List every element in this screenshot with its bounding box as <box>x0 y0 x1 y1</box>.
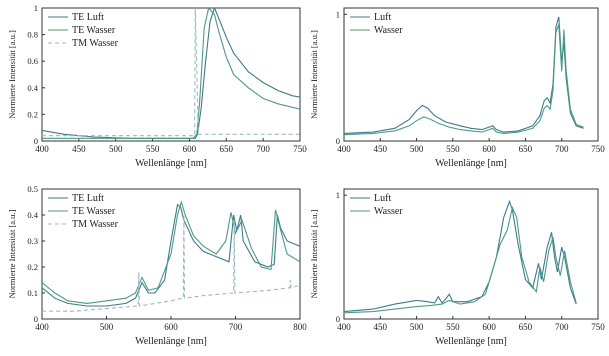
y-tick-label: 1 <box>336 190 340 200</box>
x-tick-label: 400 <box>337 322 351 332</box>
y-axis-label: Normierte Intensität [a.u.] <box>7 30 17 119</box>
y-axis-label: Normierte Intensität [a.u.] <box>309 209 319 298</box>
x-tick-label: 700 <box>256 144 270 154</box>
plot-frame <box>343 7 599 142</box>
x-tick-label: 500 <box>410 322 424 332</box>
x-axis-label: Wellenlänge [nm] <box>435 336 507 347</box>
x-tick-label: 450 <box>72 144 86 154</box>
x-tick-label: 450 <box>374 322 388 332</box>
x-tick-label: 750 <box>591 322 605 332</box>
x-axis-label: Wellenlänge [nm] <box>135 336 207 347</box>
y-axis-label: Normierte Intensität [a.u.] <box>7 209 17 298</box>
x-tick-label: 700 <box>555 322 569 332</box>
y-tick-label: 0 <box>336 314 340 324</box>
legend-label: TE Luft <box>72 12 104 23</box>
x-tick-label: 700 <box>555 144 569 154</box>
series-line-te-luft <box>42 203 300 307</box>
x-tick-label: 600 <box>164 322 178 332</box>
y-tick-label: 0.2 <box>27 262 38 272</box>
y-axis-label: Normierte Intensität [a.u.] <box>309 30 319 119</box>
x-tick-label: 550 <box>146 144 160 154</box>
x-axis-label: Wellenlänge [nm] <box>135 158 207 169</box>
x-tick-label: 700 <box>229 322 243 332</box>
legend-label: TE Luft <box>72 193 104 204</box>
x-tick-label: 400 <box>35 322 49 332</box>
y-tick-label: 0 <box>34 136 38 146</box>
chart-panel-3: 400 500 600 700 800 0 0.1 0.2 0.3 0.4 0.5 Wellenlän… <box>7 184 307 347</box>
legend-label: TM Wasser <box>72 38 119 49</box>
legend-label: Luft <box>374 12 391 23</box>
x-tick-label: 600 <box>482 322 496 332</box>
x-axis-label: Wellenlänge [nm] <box>435 158 507 169</box>
legend-label: TE Wasser <box>72 25 116 36</box>
x-tick-label: 600 <box>183 144 197 154</box>
legend-label: Wasser <box>374 25 403 36</box>
plot-frame <box>343 188 599 320</box>
x-tick-label: 550 <box>446 144 460 154</box>
y-tick-label: 0.4 <box>27 83 38 93</box>
x-tick-label: 500 <box>109 144 123 154</box>
y-tick-label: 1 <box>336 9 340 19</box>
chart-panel-4: 400 450 500 550 600 650 700 750 0 1 Wellenlänge [n… <box>309 188 605 347</box>
legend-label: TM Wasser <box>72 219 119 230</box>
y-tick-label: 0.3 <box>27 236 38 246</box>
series-line-luft <box>344 199 577 313</box>
x-tick-label: 650 <box>519 144 533 154</box>
x-tick-label: 500 <box>100 322 114 332</box>
x-tick-label: 750 <box>293 144 307 154</box>
x-tick-label: 600 <box>482 144 496 154</box>
chart-panel-2: 400 450 500 550 600 650 700 750 0 1 Wellenlänge [n… <box>309 7 605 169</box>
x-tick-label: 650 <box>220 144 234 154</box>
y-tick-label: 0.6 <box>27 56 38 66</box>
x-tick-label: 550 <box>446 322 460 332</box>
series-line-wasser <box>344 205 577 314</box>
series-line-wasser <box>344 24 584 136</box>
series-line-te-wasser <box>42 8 300 139</box>
series-line-tm-wasser <box>42 8 300 137</box>
x-tick-label: 450 <box>374 144 388 154</box>
x-tick-label: 400 <box>337 144 351 154</box>
legend-label: Wasser <box>374 206 403 217</box>
chart-panel-1: 400 450 500 550 600 650 700 750 0 0.2 0.4 0.6 0.8 1 We… <box>7 3 307 169</box>
legend-label: TE Wasser <box>72 206 116 217</box>
x-tick-label: 650 <box>519 322 533 332</box>
y-tick-label: 0.2 <box>27 109 38 119</box>
y-tick-label: 0.5 <box>27 184 38 194</box>
x-tick-label: 500 <box>410 144 424 154</box>
x-tick-label: 750 <box>591 144 605 154</box>
x-tick-label: 800 <box>293 322 307 332</box>
y-tick-label: 0 <box>34 314 38 324</box>
y-tick-label: 0 <box>336 136 340 146</box>
y-tick-label: 0.4 <box>27 210 38 220</box>
x-tick-label: 400 <box>35 144 49 154</box>
y-tick-label: 0.1 <box>27 288 38 298</box>
y-tick-label: 1 <box>34 3 38 13</box>
series-line-tm-wasser <box>42 214 300 312</box>
plot-frame <box>41 7 301 142</box>
y-tick-label: 0.8 <box>27 30 38 40</box>
legend-label: Luft <box>374 193 391 204</box>
series-line-te-wasser <box>42 200 300 304</box>
